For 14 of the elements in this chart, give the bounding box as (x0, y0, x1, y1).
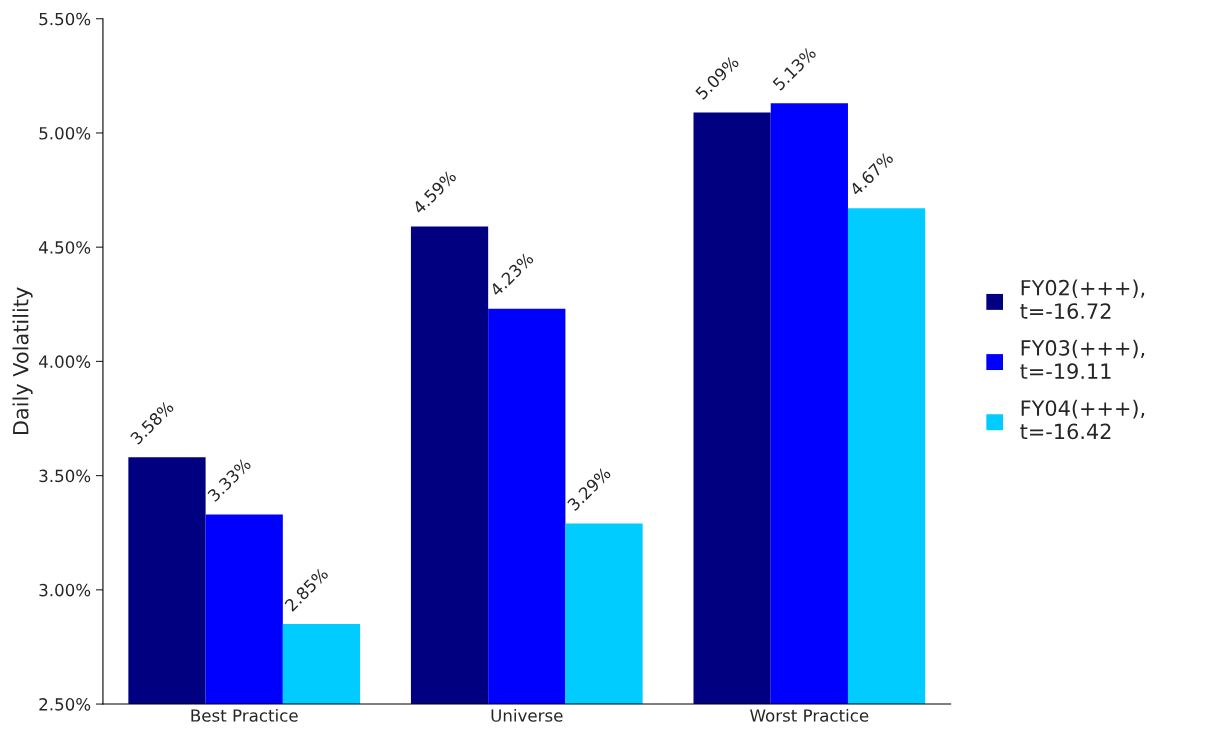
legend-label: FY04(+++), t=-16.42 (1020, 399, 1145, 440)
x-tick-label: Universe (491, 708, 563, 722)
y-tick-label: 2.50% (39, 698, 91, 711)
y-tick-label: 5.00% (39, 126, 91, 140)
y-tick-label: 3.00% (39, 583, 91, 597)
x-tick-label: Best Practice (191, 708, 298, 722)
y-axis-title: Daily Volatility (12, 287, 33, 434)
legend-label: FY02(+++), t=-16.72 (1020, 279, 1145, 319)
y-tick-label: 3.50% (39, 469, 91, 483)
y-tick-label: 4.50% (39, 241, 91, 254)
x-tick-label: Worst Practice (750, 708, 869, 722)
y-tick-label: 5.50% (39, 12, 91, 26)
legend-label: FY03(+++), t=-19.11 (1020, 339, 1145, 380)
y-tick-label: 4.00% (39, 355, 91, 368)
